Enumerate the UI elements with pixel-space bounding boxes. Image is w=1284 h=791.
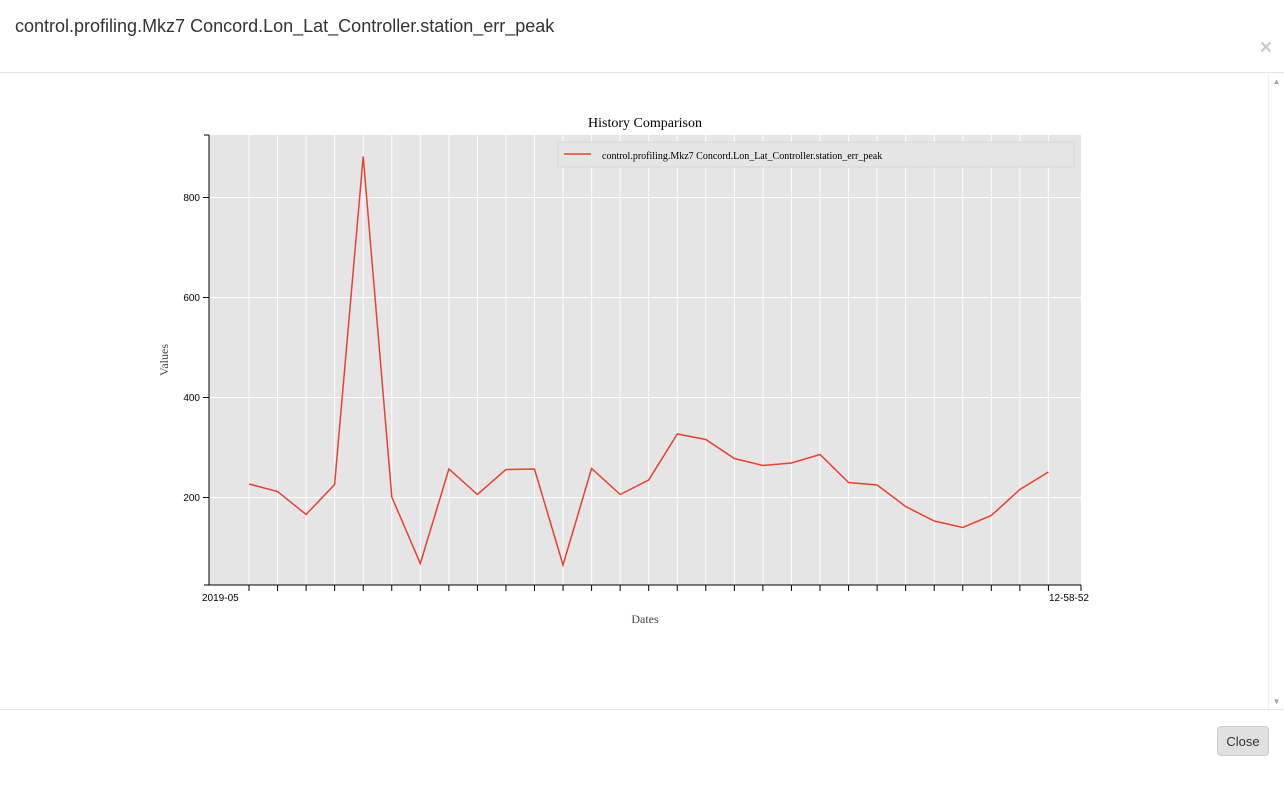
scroll-up-icon[interactable]: ▲ (1272, 77, 1281, 86)
series-line (248, 156, 1049, 568)
scrollbar[interactable]: ▲ ▼ (1268, 74, 1284, 709)
y-tick-label: 800 (183, 193, 200, 204)
chart-title: History Comparison (588, 116, 702, 131)
legend: control.profiling.Mkz7 Concord.Lon_Lat_C… (557, 141, 1075, 168)
plot-background (209, 135, 1081, 585)
legend-label: control.profiling.Mkz7 Concord.Lon_Lat_C… (602, 151, 882, 162)
x-axis-label: Dates (631, 612, 659, 626)
x-tick-label-first: 2019-05 (202, 593, 239, 604)
y-tick-label: 400 (183, 393, 200, 404)
modal-title: control.profiling.Mkz7 Concord.Lon_Lat_C… (15, 16, 555, 36)
modal-header: control.profiling.Mkz7 Concord.Lon_Lat_C… (0, 0, 1284, 73)
modal-body: 200 400 600 800 2019-05 12-58-52 History Com… (0, 74, 1284, 709)
y-tick-label: 200 (183, 493, 200, 504)
modal-footer: Close (0, 709, 1284, 791)
close-icon[interactable]: × (1259, 36, 1272, 59)
y-tick-label: 600 (183, 293, 200, 304)
x-tick-label-last: 12-58-52 (1049, 593, 1089, 604)
close-button[interactable]: Close (1217, 726, 1269, 756)
legend-box (557, 141, 1075, 168)
scroll-down-icon[interactable]: ▼ (1272, 697, 1281, 706)
history-chart: 200 400 600 800 2019-05 12-58-52 History Com… (157, 116, 1089, 626)
y-axis-label: Values (157, 344, 171, 376)
